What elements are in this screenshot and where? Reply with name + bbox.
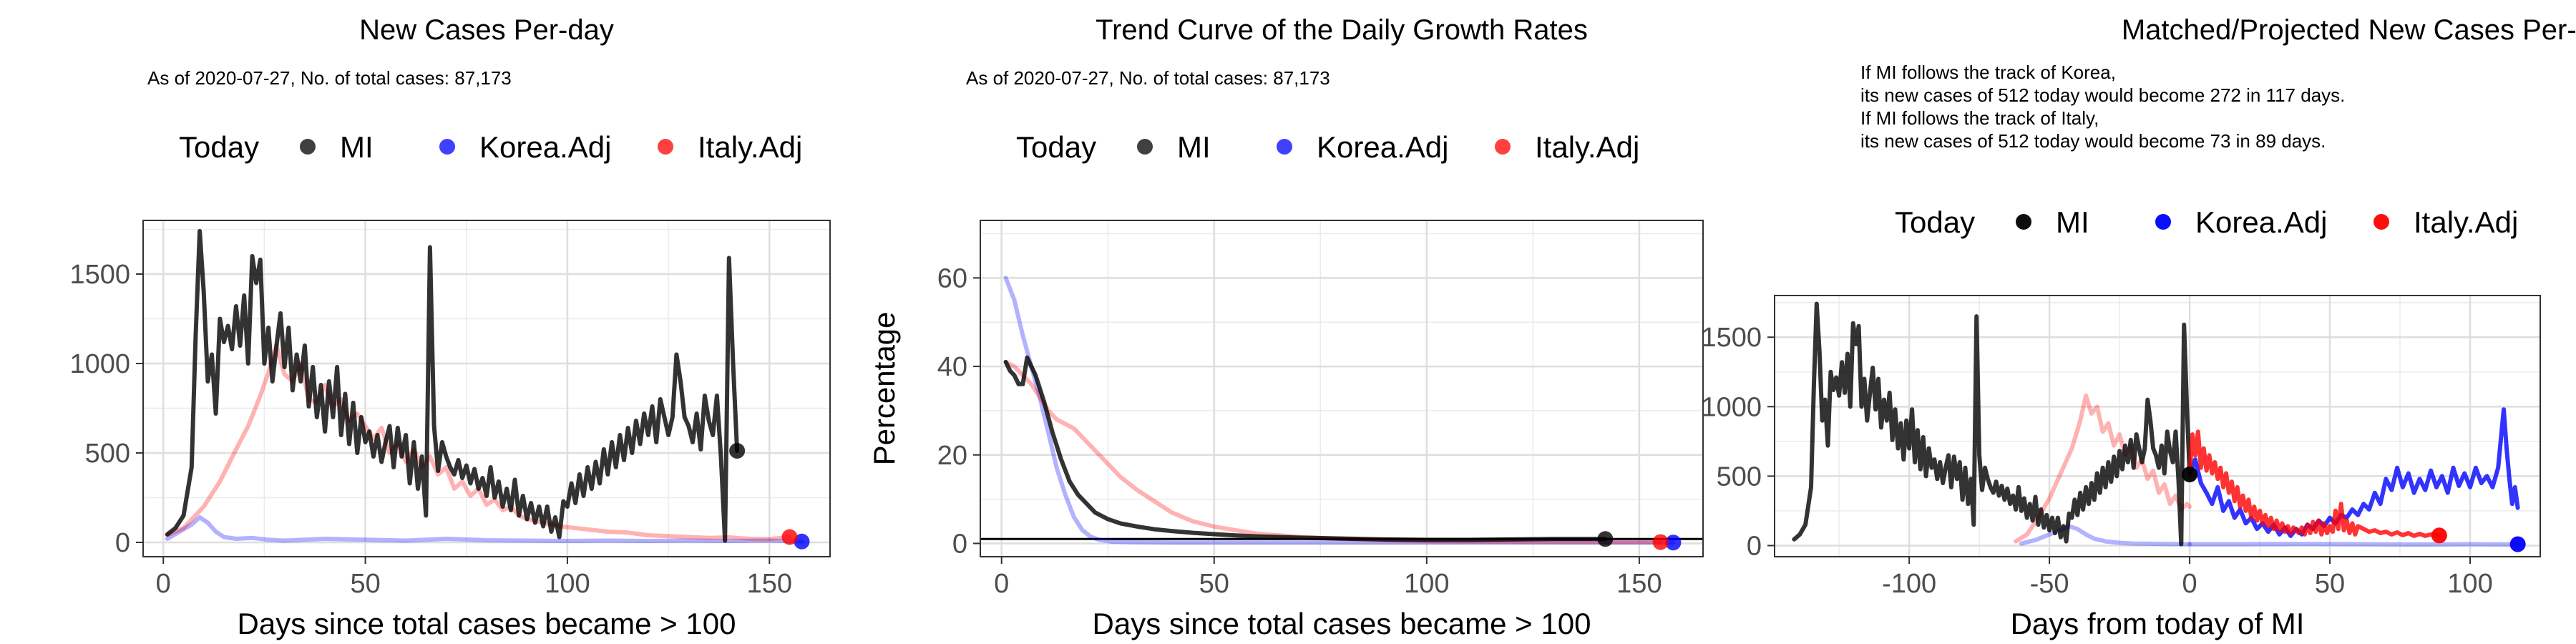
x-tick-label: 0 (994, 569, 1009, 599)
legend-label-korea-adj: Korea.Adj (1317, 130, 1448, 164)
y-tick-label: 60 (937, 263, 967, 293)
today-point-korea-adj (794, 533, 810, 550)
legend-title: Today (1016, 130, 1096, 164)
y-tick-label: 1500 (1701, 323, 1762, 353)
x-tick-label: -100 (1882, 569, 1936, 599)
x-axis-title: Days since total cases became > 100 (1093, 607, 1591, 640)
legend: Today MI Korea.Adj Italy.Adj (1016, 130, 1639, 164)
y-tick-label: 1500 (69, 260, 130, 290)
plot-area (1792, 301, 2520, 547)
plot-area (980, 275, 1703, 545)
legend: Today MI Korea.Adj Italy.Adj (1895, 205, 2518, 239)
series-line-mi (1792, 301, 2192, 547)
legend-label-mi: MI (2056, 205, 2089, 239)
chart-title: Matched/Projected New Cases Per-day (2122, 14, 2576, 46)
y-tick-label: 500 (85, 439, 130, 469)
today-point-korea-adj (1665, 535, 1682, 551)
legend-key-mi (300, 139, 316, 155)
panel-border (1774, 295, 2541, 557)
today-point-italy-adj (1652, 534, 1669, 550)
y-tick-label: 1000 (1701, 392, 1762, 422)
x-tick-label: 0 (156, 569, 171, 599)
y-tick-label: 0 (952, 529, 967, 559)
y-axis-title: Percentage (867, 312, 901, 466)
chart-subtitle-line: If MI follows the track of Korea, (1860, 62, 2116, 83)
legend-label-italy-adj: Italy.Adj (1535, 130, 1639, 164)
legend-key-korea-adj (1277, 139, 1292, 155)
series-line-italy-adj (2014, 393, 2192, 544)
legend-label-italy-adj: Italy.Adj (2414, 205, 2518, 239)
y-tick-label: 500 (1717, 462, 1762, 492)
series-line-italy-adj (165, 343, 792, 542)
x-tick-label: 100 (1404, 569, 1449, 599)
chart-subtitle-line: As of 2020-07-27, No. of total cases: 87… (966, 67, 1330, 89)
today-point-korea-adj (2509, 536, 2526, 552)
x-tick-label: 50 (1199, 569, 1229, 599)
chart-subtitle-line: its new cases of 512 today would become … (1860, 130, 2326, 152)
x-tick-label: -50 (2030, 569, 2069, 599)
chart-subtitle-line: As of 2020-07-27, No. of total cases: 87… (147, 67, 512, 89)
grid (980, 220, 1703, 557)
legend-key-korea-adj (2155, 214, 2171, 230)
today-point-italy-adj (781, 529, 798, 545)
x-tick-label: 50 (2315, 569, 2345, 599)
legend-label-mi: MI (1177, 130, 1211, 164)
legend-label-korea-adj: Korea.Adj (2195, 205, 2327, 239)
x-tick-label: 150 (1616, 569, 1662, 599)
series-line-mi (165, 229, 740, 543)
series-line-korea-adj (2019, 524, 2192, 547)
series-line-mi (1003, 355, 1608, 542)
x-tick-label: 100 (2447, 569, 2492, 599)
x-tick-label: 100 (545, 569, 590, 599)
y-tick-label: 0 (1747, 531, 1762, 561)
y-tick-label: 20 (937, 441, 967, 471)
series-line-korea-adj (165, 515, 804, 544)
today-point-mi (2182, 467, 2198, 483)
legend-label-korea-adj: Korea.Adj (479, 130, 611, 164)
chart-1: New Cases Per-day As of 2020-07-27, No. o… (69, 14, 831, 640)
plot-area (165, 229, 804, 544)
grid (143, 220, 830, 557)
y-tick-label: 1000 (69, 349, 130, 379)
chart-title: New Cases Per-day (359, 14, 614, 46)
today-point-italy-adj (2431, 527, 2447, 544)
panel-border (980, 220, 1704, 557)
legend-key-korea-adj (439, 139, 455, 155)
legend-key-italy-adj (2373, 214, 2389, 230)
x-axis-title: Days from today of MI (2011, 607, 2305, 640)
series-line-korea-adj (2187, 407, 2520, 538)
x-axis-title: Days since total cases became > 100 (238, 607, 736, 640)
today-point-mi (729, 443, 746, 459)
chart-subtitle-line: If MI follows the track of Italy, (1860, 107, 2099, 129)
x-tick-label: 0 (2182, 569, 2197, 599)
legend-key-italy-adj (658, 139, 673, 155)
legend-label-italy-adj: Italy.Adj (698, 130, 802, 164)
panel-border (142, 220, 831, 557)
legend-key-mi (2016, 214, 2031, 230)
series-line-italy-adj (2187, 429, 2441, 538)
chart-2: Trend Curve of the Daily Growth Rates As … (867, 14, 1704, 640)
legend-title: Today (1895, 205, 1975, 239)
legend-title: Today (179, 130, 259, 164)
series-line-korea-adj (2187, 542, 2520, 547)
chart-3: Matched/Projected New Cases Per-day If MI… (1701, 14, 2576, 640)
legend-key-mi (1137, 139, 1153, 155)
y-tick-label: 0 (115, 528, 130, 558)
legend: Today MI Korea.Adj Italy.Adj (179, 130, 802, 164)
chart-title: Trend Curve of the Daily Growth Rates (1096, 14, 1588, 46)
x-tick-label: 50 (350, 569, 380, 599)
grid (1775, 296, 2540, 557)
y-tick-label: 40 (937, 352, 967, 382)
x-tick-label: 150 (747, 569, 792, 599)
today-point-mi (1597, 531, 1614, 547)
chart-subtitle-line: its new cases of 512 today would become … (1860, 84, 2345, 106)
legend-label-mi: MI (340, 130, 374, 164)
legend-key-italy-adj (1495, 139, 1511, 155)
